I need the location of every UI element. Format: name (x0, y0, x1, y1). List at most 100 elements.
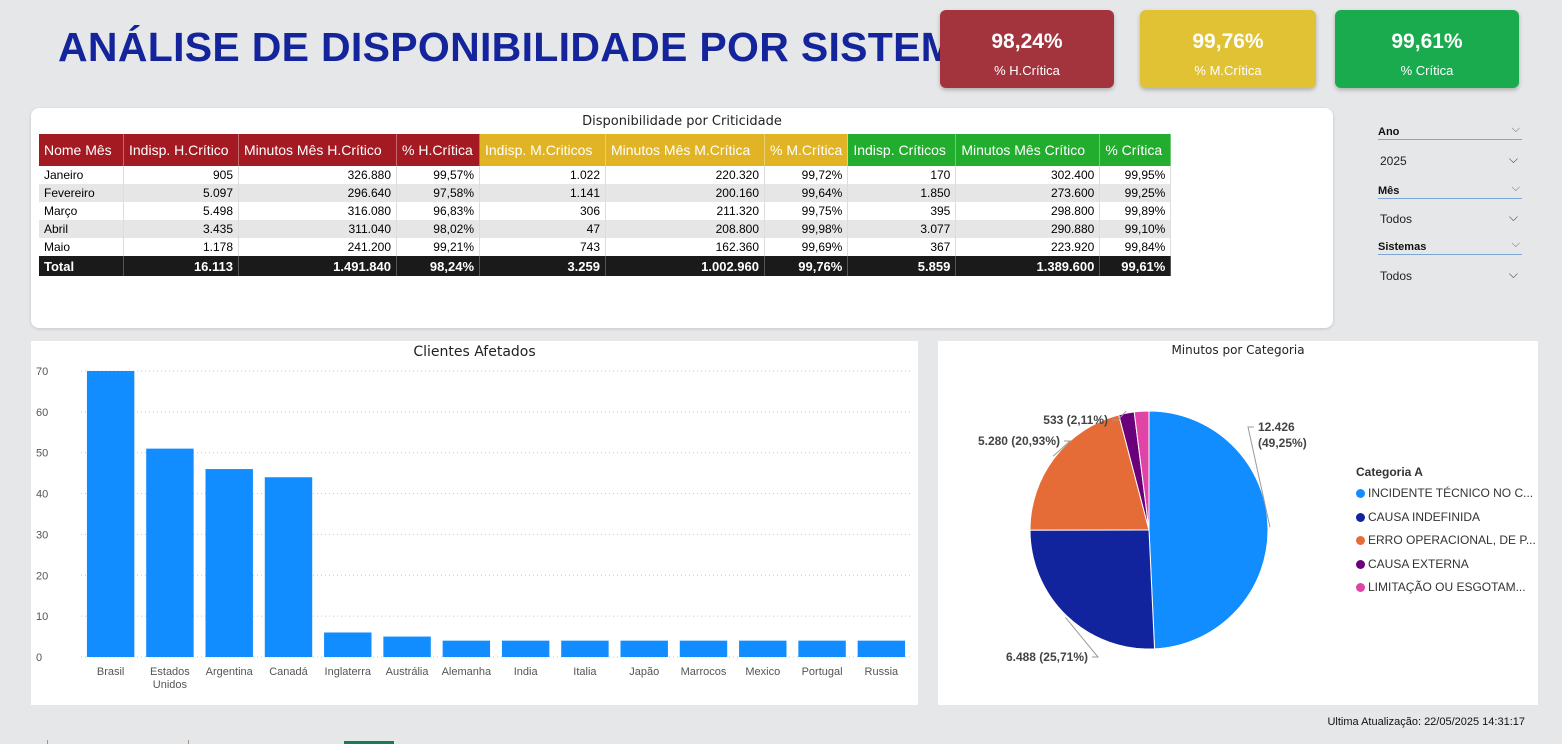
table-cell: 99,72% (764, 166, 849, 184)
x-tick-label: Russia (865, 666, 900, 678)
column-header[interactable]: % Crítica (1099, 134, 1172, 166)
bar (205, 469, 253, 657)
slicer-mes-dropdown[interactable]: Todos ⌵ (1380, 210, 1520, 226)
slicer-ano-dropdown[interactable]: 2025 ⌵ (1380, 152, 1520, 168)
table-title: Disponibilidade por Criticidade (582, 114, 782, 129)
table-cell: 208.800 (605, 220, 765, 238)
bar (501, 640, 550, 657)
slicer-sistemas-dropdown[interactable]: Todos ⌵ (1380, 267, 1520, 283)
y-tick-label: 10 (36, 611, 48, 623)
table-cell: 97,58% (396, 184, 480, 202)
legend-dot-icon (1356, 536, 1365, 545)
pie-chart: 12.426 (49,25%) 6.488 (25,71%) 5.280 (20,93… (978, 410, 1307, 664)
slicer-label: Mês (1378, 185, 1400, 197)
column-header[interactable]: Indisp. Críticos (847, 134, 957, 166)
page-tab[interactable] (47, 740, 189, 744)
total-cell: 5.859 (847, 256, 957, 276)
chevron-down-icon[interactable]: ⌵ (1508, 267, 1518, 281)
slicer-sistemas-header: Sistemas ⌵ (1378, 238, 1522, 255)
legend-label: ERRO OPERACIONAL, DE P... (1368, 533, 1536, 547)
column-header[interactable]: Indisp. M.Criticos (479, 134, 606, 166)
legend-item[interactable]: LIMITAÇÃO OU ESGOTAM... (1356, 580, 1526, 594)
chevron-down-icon[interactable]: ⌵ (1511, 182, 1520, 194)
table-cell: 311.040 (238, 220, 397, 238)
page-title: ANÁLISE DE DISPONIBILIDADE POR SISTEMA (58, 24, 986, 70)
data-label: 6.488 (25,71%) (1006, 650, 1088, 664)
table-cell: 98,02% (396, 220, 480, 238)
table-panel: Disponibilidade por Criticidade Nome Mês… (31, 108, 1333, 328)
table-cell: 99,75% (764, 202, 849, 220)
table-row: Janeiro 905 326.880 99,57% 1.022 220.320 99,72… (39, 166, 1172, 184)
table-cell: 99,10% (1099, 220, 1172, 238)
data-label: 5.280 (20,93%) (978, 434, 1060, 448)
column-header[interactable]: % H.Crítica (396, 134, 480, 166)
x-tick-label: Marrocos (681, 666, 727, 678)
column-header[interactable]: % M.Crítica (764, 134, 849, 166)
kpi-value: 99,61% (1391, 30, 1463, 53)
table-header-row: Nome Mês Indisp. H.Crítico Minutos Mês H.C… (39, 134, 1172, 166)
chevron-down-icon[interactable]: ⌵ (1508, 152, 1518, 166)
pie-slice (1133, 410, 1150, 531)
legend-label: CAUSA INDEFINIDA (1368, 509, 1481, 524)
bar (679, 640, 728, 657)
y-tick-label: 20 (36, 570, 48, 582)
x-tick-label: Portugal (802, 666, 843, 678)
kpi-card-critica[interactable]: 99,61% % Crítica (1335, 10, 1519, 88)
kpi-label: % M.Crítica (1194, 63, 1262, 78)
legend-label: CAUSA EXTERNA (1368, 556, 1469, 571)
legend-dot-icon (1356, 489, 1365, 498)
legend-dot-icon (1356, 583, 1365, 592)
kpi-card-h-critica[interactable]: 98,24% % H.Crítica (940, 10, 1114, 88)
x-tick-label: Inglaterra (325, 666, 372, 678)
pie-slice (1148, 410, 1269, 650)
table-cell: 273.600 (955, 184, 1101, 202)
column-header[interactable]: Minutos Mês H.Crítico (238, 134, 397, 166)
pie-chart-panel: Minutos por Categoria 12.426 (49,25%) 6.48… (938, 341, 1538, 705)
table-cell: 5.097 (123, 184, 239, 202)
legend-title: Categoria A (1356, 465, 1423, 479)
table-row: Abril 3.435 311.040 98,02% 47 208.800 99,98% 3.… (39, 220, 1172, 238)
table-cell: 743 (479, 238, 606, 256)
legend-dot-icon (1356, 559, 1365, 569)
table-cell: 326.880 (238, 166, 397, 184)
legend-item[interactable]: CAUSA EXTERNA (1356, 557, 1469, 571)
total-cell: 1.491.840 (238, 256, 397, 276)
table-cell: Abril (39, 220, 124, 238)
column-header[interactable]: Nome Mês (39, 134, 124, 166)
column-header[interactable]: Minutos Mês M.Crítica (605, 134, 765, 166)
chevron-down-icon[interactable]: ⌵ (1511, 238, 1520, 250)
y-tick-label: 50 (36, 448, 48, 460)
total-cell: 16.113 (123, 256, 239, 276)
legend-item[interactable]: INCIDENTE TÉCNICO NO C... (1356, 486, 1533, 500)
legend-item[interactable]: ERRO OPERACIONAL, DE P... (1356, 533, 1536, 547)
kpi-card-m-critica[interactable]: 99,76% % M.Crítica (1140, 10, 1316, 88)
data-label: 12.426 (1258, 420, 1295, 434)
table-cell: 99,89% (1099, 202, 1172, 220)
table-cell: 99,57% (396, 166, 480, 184)
bar (798, 640, 846, 657)
pie-slice (1029, 529, 1156, 650)
leader-line (1247, 426, 1271, 528)
chevron-down-icon[interactable]: ⌵ (1508, 210, 1518, 224)
slicer-ano-header: Ano ⌵ (1378, 123, 1522, 140)
bar (264, 477, 313, 657)
bar-chart-title: Clientes Afetados (413, 344, 536, 360)
table-total-row: Total 16.113 1.491.840 98,24% 3.259 1.002.960… (39, 256, 1172, 276)
bar (620, 640, 668, 657)
column-header[interactable]: Minutos Mês Crítico (955, 134, 1101, 166)
page-tab-active[interactable] (344, 741, 394, 744)
total-cell: 1.002.960 (605, 256, 765, 276)
pie-slice (1029, 414, 1150, 531)
slicer-value: Todos (1380, 269, 1413, 283)
chevron-down-icon[interactable]: ⌵ (1511, 123, 1520, 135)
table-cell: 3.435 (123, 220, 239, 238)
total-cell: 99,61% (1099, 256, 1172, 276)
column-header[interactable]: Indisp. H.Crítico (123, 134, 239, 166)
table-cell: 99,95% (1099, 166, 1172, 184)
legend-item[interactable]: CAUSA INDEFINIDA (1356, 510, 1480, 524)
x-tick-label: Argentina (206, 666, 254, 678)
x-tick-label: India (514, 666, 539, 678)
table-cell: 302.400 (955, 166, 1101, 184)
bar (86, 371, 135, 657)
